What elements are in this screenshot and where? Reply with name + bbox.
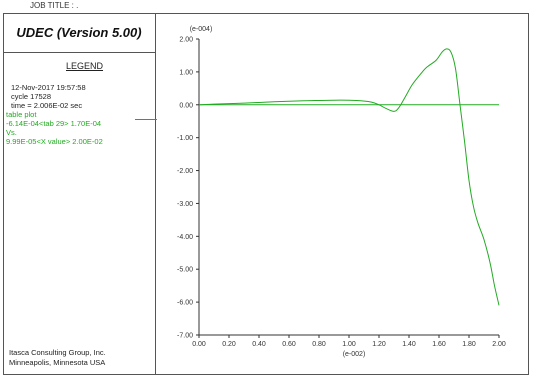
series-line-0 <box>198 48 500 306</box>
x-tick-label: 0.80 <box>312 341 326 348</box>
line-chart: 2.00 1.00 0.00 -1.00 -2.00 -3.00 -4.00 -5.00 -6.… <box>177 26 506 358</box>
y-tick-label: -7.00 <box>177 333 193 340</box>
legend-table-plot: table plot <box>6 110 37 119</box>
legend-vs: Vs. <box>6 128 17 137</box>
y-tick-label: -5.00 <box>177 267 193 274</box>
footer-company: Itasca Consulting Group, Inc. <box>9 348 106 357</box>
x-exponent-label: (e-002) <box>343 351 366 358</box>
plot-frame <box>3 13 529 375</box>
legend-series-swatch <box>135 119 157 120</box>
y-tick-label: -3.00 <box>177 201 193 208</box>
x-tick-label: 0.40 <box>252 341 266 348</box>
y-exponent-label: (e-004) <box>190 26 213 33</box>
x-tick-label: 0.20 <box>222 341 236 348</box>
x-tick-label: 1.00 <box>342 341 356 348</box>
x-tick-label: 1.80 <box>462 341 476 348</box>
legend-cycle: cycle 17528 <box>11 92 52 101</box>
x-tick-label: 0.00 <box>192 341 206 348</box>
y-tick-label: -4.00 <box>177 234 193 241</box>
legend-table-range: -6.14E-04<tab 29> 1.70E-04 <box>6 119 102 128</box>
app-title: UDEC (Version 5.00) <box>3 13 155 53</box>
x-tick-label: 0.60 <box>282 341 296 348</box>
job-title: JOB TITLE : . <box>30 1 79 10</box>
legend-title: LEGEND <box>66 61 104 71</box>
x-tick-label: 1.60 <box>432 341 446 348</box>
y-tick-label: 2.00 <box>179 37 193 44</box>
y-tick-label: -2.00 <box>177 168 193 175</box>
legend-x-range: 9.99E-05<X value> 2.00E-02 <box>6 137 103 146</box>
x-tick-label: 1.20 <box>372 341 386 348</box>
y-tick-label: 1.00 <box>179 69 193 76</box>
legend-time: time = 2.006E-02 sec <box>11 101 83 110</box>
x-tick-label: 2.00 <box>492 341 506 348</box>
legend-panel: UDEC (Version 5.00) LEGEND 12-Nov-2017 1… <box>3 13 156 375</box>
y-tick-label: -6.00 <box>177 300 193 307</box>
footer-location: Minneapolis, Minnesota USA <box>9 358 106 367</box>
legend-date: 12-Nov-2017 19:57:58 <box>11 83 86 92</box>
y-tick-label: -1.00 <box>177 135 193 142</box>
x-tick-label: 1.40 <box>402 341 416 348</box>
y-tick-label: 0.00 <box>179 102 193 109</box>
